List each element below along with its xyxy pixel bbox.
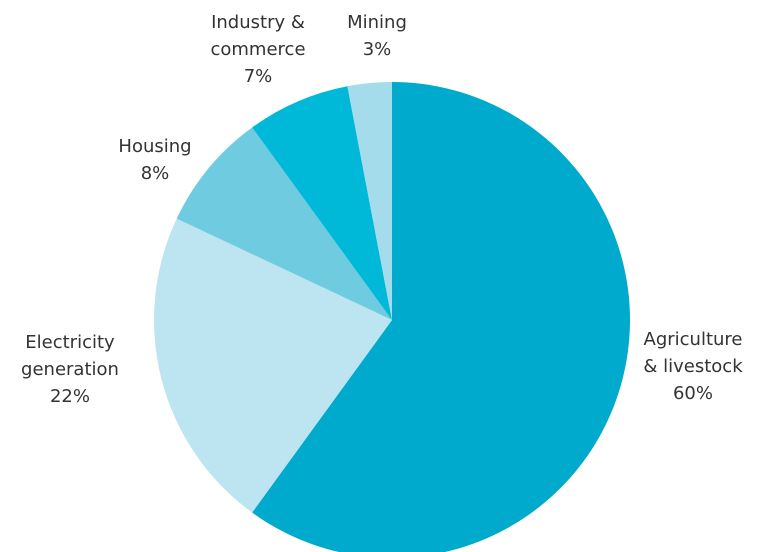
pie-slice <box>176 127 392 321</box>
pie-slice <box>154 218 392 513</box>
slice-label: & livestock <box>643 356 743 377</box>
slice-label: Industry & <box>211 12 305 33</box>
value-label: 3% <box>363 39 392 60</box>
value-label: 60% <box>673 383 713 404</box>
slice-label: Electricity <box>25 332 115 353</box>
slice-label: Housing <box>118 136 191 157</box>
value-label: 7% <box>244 66 273 87</box>
slice-label: Agriculture <box>644 329 743 350</box>
pie-slice <box>252 82 630 552</box>
pie-slice <box>252 86 392 320</box>
slice-label: generation <box>21 359 119 380</box>
value-label: 8% <box>141 163 170 184</box>
slice-label: commerce <box>210 39 305 60</box>
pie-slice <box>347 82 392 320</box>
slice-label: Mining <box>347 12 407 33</box>
value-label: 22% <box>50 386 90 407</box>
